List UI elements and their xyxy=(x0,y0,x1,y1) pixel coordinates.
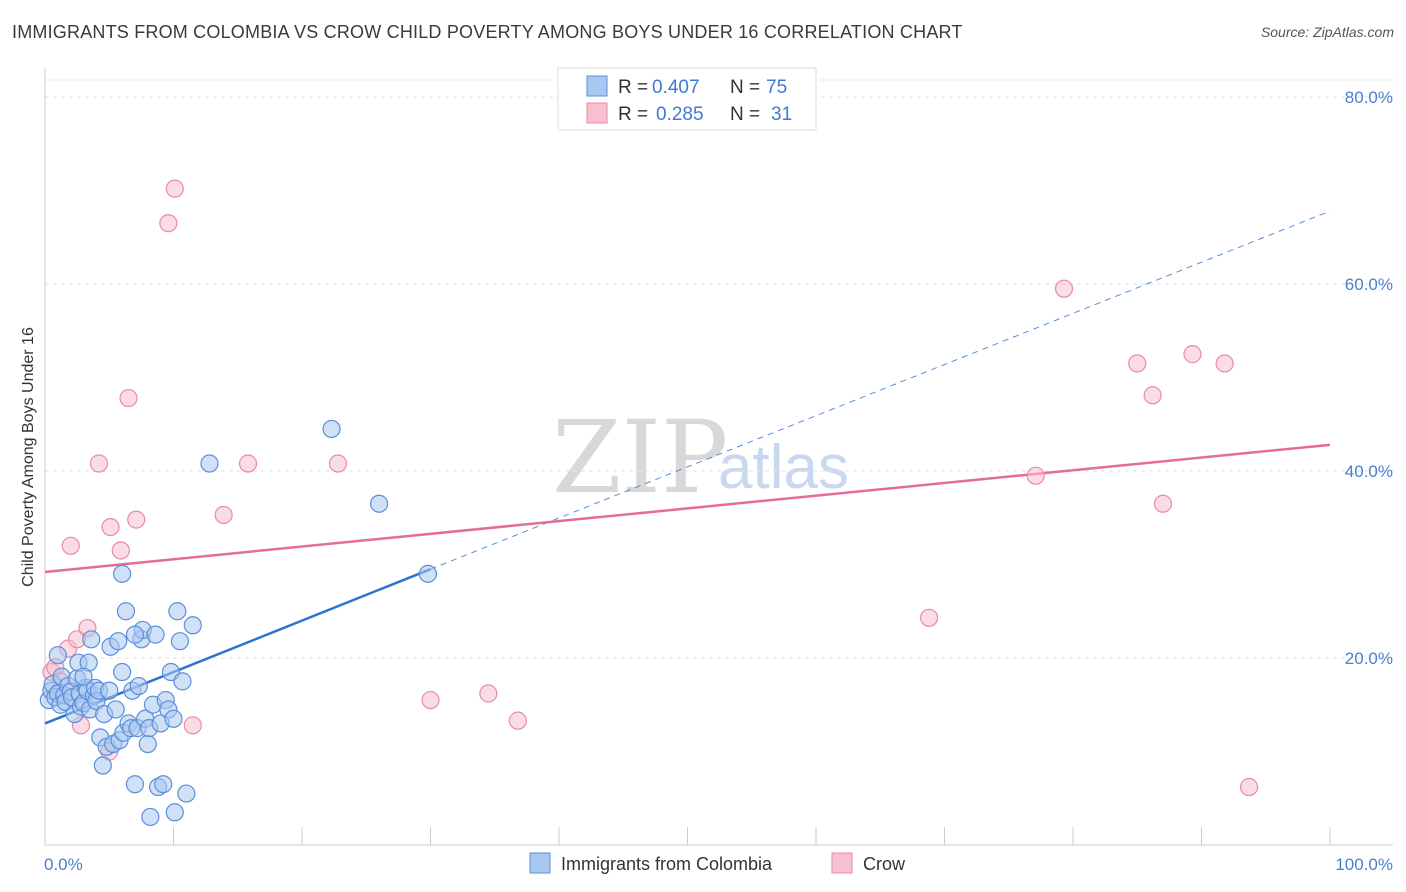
colombia-point xyxy=(177,784,196,803)
crow-point xyxy=(508,711,527,730)
legend-r-colombia: 0.407 xyxy=(652,77,700,98)
colombia-point xyxy=(82,630,101,649)
crow-point xyxy=(1143,386,1162,405)
crow-point xyxy=(479,684,498,703)
bottom-legend-crow: Crow xyxy=(863,854,906,874)
crow-point xyxy=(1026,466,1045,485)
y-tick-label: 60.0% xyxy=(1345,275,1393,294)
legend-n-label-colombia: N = xyxy=(730,77,760,98)
watermark-atlas: atlas xyxy=(718,433,849,502)
legend-r-label-colombia: R = xyxy=(618,77,648,98)
colombia-point xyxy=(164,709,183,728)
crow-point xyxy=(111,541,130,560)
series-legend: Immigrants from Colombia Crow xyxy=(529,852,906,874)
y-tick-label: 80.0% xyxy=(1345,88,1393,107)
colombia-point xyxy=(125,625,145,644)
legend-r-label-crow: R = xyxy=(618,104,648,125)
y-tick-label: 20.0% xyxy=(1345,649,1393,668)
y-axis-label: Child Poverty Among Boys Under 16 xyxy=(20,327,37,587)
crow-point xyxy=(421,690,440,710)
colombia-point xyxy=(170,632,190,651)
colombia-point xyxy=(418,564,438,583)
stats-legend: R = 0.407 N = 75 R = 0.285 N = 31 xyxy=(557,67,817,131)
colombia-point xyxy=(168,602,187,621)
colombia-point xyxy=(112,662,132,682)
crow-point xyxy=(1054,279,1074,298)
crow-point xyxy=(165,179,184,198)
colombia-point xyxy=(183,616,202,635)
gridlines xyxy=(45,79,1393,659)
colombia-point xyxy=(200,454,219,473)
bottom-legend-swatch-crow xyxy=(831,852,853,874)
colombia-point xyxy=(165,803,184,822)
trend-line-colombia-extension xyxy=(430,210,1331,570)
data-points xyxy=(39,179,1259,827)
crow-point xyxy=(1239,777,1259,797)
colombia-point xyxy=(48,646,67,665)
colombia-point xyxy=(106,700,125,719)
colombia-point xyxy=(173,672,192,691)
tick-labels: 20.0% 40.0% 60.0% 80.0% 0.0% 100.0% xyxy=(44,88,1393,874)
colombia-point xyxy=(100,681,119,700)
crow-point xyxy=(1215,354,1234,373)
x-tick-label: 0.0% xyxy=(44,855,83,874)
legend-r-crow: 0.285 xyxy=(656,104,704,125)
trend-line-crow xyxy=(44,443,1331,574)
crow-point xyxy=(119,388,138,408)
colombia-point xyxy=(116,602,136,621)
crow-point xyxy=(159,214,178,233)
crow-point xyxy=(127,510,146,529)
trend-lines xyxy=(44,210,1331,725)
crow-point xyxy=(183,716,202,735)
colombia-point xyxy=(109,632,128,651)
bottom-legend-colombia: Immigrants from Colombia xyxy=(561,854,773,874)
colombia-point xyxy=(138,734,157,754)
colombia-point xyxy=(370,494,389,513)
colombia-point xyxy=(112,564,132,583)
x-tick-label: 100.0% xyxy=(1335,855,1393,874)
legend-swatch-colombia xyxy=(586,75,608,97)
watermark-zip: ZIP xyxy=(552,399,728,516)
legend-n-colombia: 75 xyxy=(766,77,787,98)
colombia-point xyxy=(154,775,173,794)
source-label: Source: ZipAtlas.com xyxy=(1260,24,1394,40)
colombia-point xyxy=(129,676,148,696)
legend-swatch-crow xyxy=(586,102,608,124)
legend-n-label-crow: N = xyxy=(730,104,760,125)
crow-point xyxy=(214,505,233,525)
colombia-point xyxy=(93,756,112,775)
colombia-point xyxy=(125,775,145,794)
colombia-point xyxy=(141,807,160,827)
crow-point xyxy=(61,536,80,555)
crow-point xyxy=(328,454,348,473)
bottom-legend-swatch-colombia xyxy=(529,852,551,874)
legend-n-crow: 31 xyxy=(771,104,792,125)
crow-point xyxy=(1128,354,1147,373)
colombia-point xyxy=(322,419,341,439)
y-tick-label: 40.0% xyxy=(1345,462,1393,481)
crow-point xyxy=(101,517,120,537)
crow-point xyxy=(919,608,939,627)
chart-title: IMMIGRANTS FROM COLOMBIA VS CROW CHILD P… xyxy=(12,22,963,42)
crow-point xyxy=(1183,345,1202,364)
colombia-point xyxy=(74,667,93,686)
crow-point xyxy=(238,454,258,473)
crow-point xyxy=(89,454,109,473)
axes xyxy=(44,68,1393,846)
colombia-point xyxy=(146,625,165,644)
crow-point xyxy=(1153,494,1173,513)
